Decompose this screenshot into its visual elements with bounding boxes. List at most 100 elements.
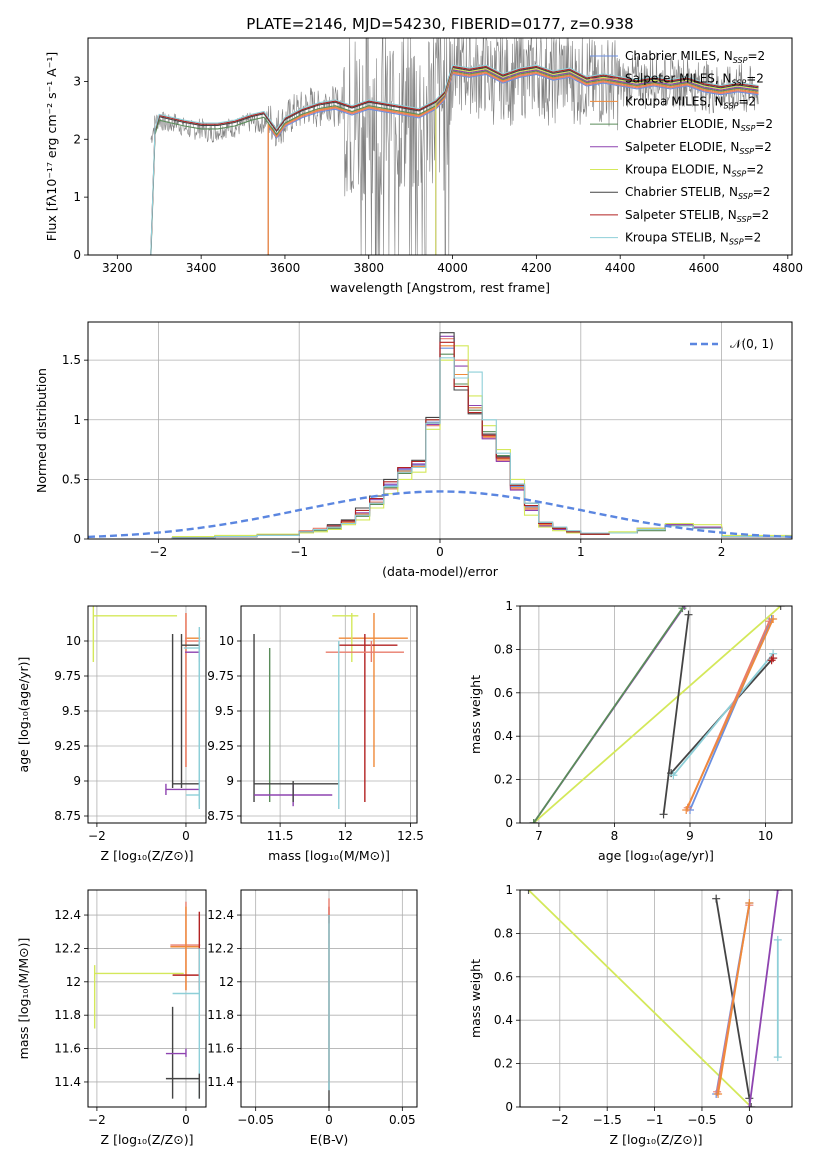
xtick-label-mass-vs-EBV-0: −0.05: [237, 1113, 274, 1127]
panel-mass-vs-Z: −2 0 11.4 11.6 11.8 12 12.2 12.4 Z [log₁₀(Z/Z⊙)]…: [16, 889, 207, 1147]
plot-area-residuals: [88, 332, 792, 539]
weight-vs-age-line-3: [662, 614, 690, 815]
ytick-label-age-vs-mass-3: 9.5: [215, 704, 234, 718]
figure-title: PLATE=2146, MJD=54230, FIBERID=0177, z=0…: [246, 15, 633, 33]
spectrum-model-line-8: [88, 64, 759, 255]
xtick-label-weight-vs-Z-1: −1.5: [593, 1113, 622, 1127]
ytick-label-residuals-3: 1.5: [62, 353, 81, 367]
ytick-label-age-vs-mass-2: 9.25: [207, 739, 234, 753]
legend-label-sub-3: SSP: [741, 124, 756, 133]
legend-label-post-1: =2: [746, 72, 764, 86]
legend-label-sub-5: SSP: [732, 170, 747, 179]
weight-vs-age-marker-5-0: [669, 771, 678, 780]
xtick-label-residuals-3: 1: [577, 545, 585, 559]
ytick-label-age-vs-mass-4: 9.75: [207, 669, 234, 683]
ytick-label-age-vs-Z-5: 10: [66, 634, 81, 648]
weight-vs-age-line-8: [685, 618, 774, 811]
ytick-label-weight-vs-Z-3: 0.6: [494, 970, 513, 984]
xtick-label-weight-vs-Z-0: −2: [551, 1113, 569, 1127]
ytick-label-mass-vs-EBV-0: 11.4: [207, 1075, 234, 1089]
xtick-label-weight-vs-age-3: 10: [758, 829, 773, 843]
spectrum-model-line-2: [88, 71, 759, 255]
legend-label-sub-8: SSP: [729, 238, 744, 247]
ytick-label-age-vs-Z-2: 9.25: [54, 739, 81, 753]
plot-area-mass-vs-Z: [93, 901, 201, 1099]
plot-area-weight-vs-Z: [524, 890, 782, 1107]
weight-vs-age-line-0: [533, 606, 782, 823]
legend-label-text-8: Kroupa STELIB, N: [625, 231, 729, 245]
weight-vs-Z-marker-3-0: [773, 1053, 782, 1062]
weight-vs-Z-line-0: [527, 890, 752, 1107]
weight-vs-age-marker-3-1: [684, 610, 693, 619]
panel-spectrum: 3200 3400 3600 3800 4000 4200 4400 4600 4800 0 1 2 3…: [44, 37, 804, 295]
legend-label-text-7: Salpeter STELIB, N: [625, 208, 737, 222]
ytick-label-spectrum-1: 1: [73, 190, 81, 204]
xtick-label-residuals-4: 2: [718, 545, 726, 559]
ytick-label-weight-vs-Z-0: 0: [505, 1100, 513, 1114]
legend-label-post-4: =2: [754, 140, 772, 154]
weight-vs-age-marker-2-1: [678, 606, 687, 613]
weight-vs-Z-marker-1-0: [712, 894, 721, 903]
ytick-label-weight-vs-age-0: 0: [505, 816, 513, 830]
legend-label-5: Kroupa ELODIE, NSSP=2: [625, 163, 764, 179]
ylabel-weight-vs-Z: mass weight: [468, 959, 483, 1038]
ytick-label-weight-vs-Z-4: 0.8: [494, 926, 513, 940]
residual-legend: 𝒩(0, 1): [690, 337, 774, 351]
normal-legend-label: 𝒩(0, 1): [730, 337, 774, 351]
spectrum-model-line-0: [88, 73, 759, 255]
panel-weight-vs-Z: −2 −1.5 −1 −0.5 0 0 0.2 0.4 0.6 0.8 1 Z [log₁₀(Z/Z⊙…: [468, 883, 793, 1147]
xtick-label-mass-vs-Z-0: −2: [88, 1113, 106, 1127]
xtick-label-spectrum-6: 4400: [605, 261, 636, 275]
ytick-label-age-vs-Z-3: 9.5: [62, 704, 81, 718]
ytick-label-weight-vs-Z-2: 0.4: [494, 1013, 513, 1027]
legend-label-text-1: Salpeter MILES, N: [625, 72, 732, 86]
ytick-label-residuals-0: 0: [73, 532, 81, 546]
xlabel-spectrum: wavelength [Angstrom, rest frame]: [330, 280, 550, 295]
legend-label-text-2: Kroupa MILES, N: [625, 94, 724, 108]
xtick-label-age-vs-Z-1: 0: [182, 829, 190, 843]
xtick-label-spectrum-0: 3200: [102, 261, 133, 275]
plot-area-age-vs-Z: [92, 606, 201, 809]
weight-vs-age-marker-8-0: [682, 805, 691, 814]
weight-vs-Z-marker-0-1: [747, 1103, 756, 1107]
ytick-label-age-vs-Z-0: 8.75: [54, 809, 81, 823]
ytick-label-weight-vs-Z-1: 0.2: [494, 1057, 513, 1071]
ytick-label-mass-vs-EBV-3: 12: [219, 975, 234, 989]
normal-curve: [88, 490, 792, 539]
xlabel-weight-vs-Z: Z [log₁₀(Z/Z⊙)]: [610, 1132, 703, 1147]
xtick-label-weight-vs-Z-3: −0.5: [687, 1113, 716, 1127]
legend-label-post-0: =2: [747, 49, 765, 63]
weight-vs-age-line-5: [672, 653, 774, 776]
panel-weight-vs-age: 7 8 9 10 0 0.2 0.4 0.6 0.8 1 age [log₁₀(age/yr)] ma…: [468, 599, 793, 863]
ytick-label-age-vs-Z-1: 9: [73, 774, 81, 788]
spectrum-model-line-7: [88, 65, 759, 255]
legend-label-text-0: Chabrier MILES, N: [625, 49, 733, 63]
weight-vs-Z-line-6: [717, 902, 751, 1095]
residual-hist-8: [88, 357, 792, 539]
ytick-label-weight-vs-age-4: 0.8: [494, 642, 513, 656]
xtick-label-age-vs-mass-0: 11.5: [267, 829, 294, 843]
xlabel-age-vs-Z: Z [log₁₀(Z/Z⊙)]: [101, 848, 194, 863]
xlabel-mass-vs-Z: Z [log₁₀(Z/Z⊙)]: [101, 1132, 194, 1147]
axes-frame-age-vs-mass: [240, 605, 418, 824]
legend-label-sub-2: SSP: [724, 101, 739, 110]
xtick-label-weight-vs-Z-2: −1: [646, 1113, 664, 1127]
weight-vs-Z-marker-6-0: [714, 1089, 723, 1098]
xtick-label-residuals-1: −1: [290, 545, 308, 559]
legend-label-post-6: =2: [753, 185, 771, 199]
legend-label-sub-4: SSP: [739, 147, 754, 156]
ytick-label-residuals-1: 0.5: [62, 472, 81, 486]
weight-vs-age-marker-0-1: [776, 606, 785, 610]
legend-label-sub-7: SSP: [737, 215, 752, 224]
xtick-label-spectrum-8: 4800: [773, 261, 804, 275]
axes-frame-mass-vs-Z: [87, 889, 207, 1108]
legend-label-post-3: =2: [755, 117, 773, 131]
panel-residuals: −2 −1 0 1 2 0 0.5 1 1.5 (data-model)/error Normed …: [34, 321, 793, 579]
ylabel-weight-vs-age: mass weight: [468, 675, 483, 754]
xtick-label-age-vs-mass-2: 12.5: [397, 829, 424, 843]
ytick-label-mass-vs-EBV-5: 12.4: [207, 908, 234, 922]
legend-label-post-5: =2: [746, 163, 764, 177]
legend-label-8: Kroupa STELIB, NSSP=2: [625, 231, 761, 247]
